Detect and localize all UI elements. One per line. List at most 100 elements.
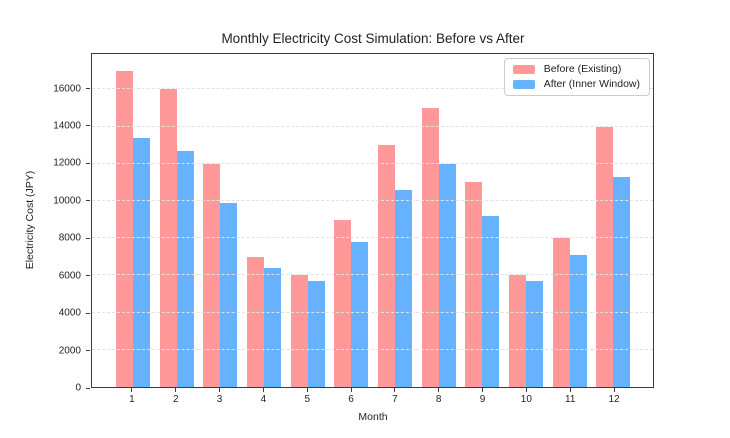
y-tick-label-14000: 14000 [53, 120, 81, 132]
y-tick-mark-4000 [86, 312, 90, 314]
bar-before-month-1 [115, 70, 133, 387]
x-tick-mark-11 [569, 388, 571, 392]
x-tick-mark-8 [438, 388, 440, 392]
x-tick-month-9: 9 [461, 388, 505, 405]
x-tick-label-10: 10 [520, 394, 532, 405]
y-tick-mark-0 [86, 387, 90, 389]
bar-group-month-2 [155, 54, 199, 387]
gridline-4000 [92, 311, 653, 313]
x-tick-label-12: 12 [608, 394, 620, 405]
bar-before-month-7 [377, 145, 395, 387]
x-tick-mark-1 [131, 388, 133, 392]
bar-after-month-12 [613, 176, 631, 387]
bar-before-month-10 [508, 275, 526, 387]
bar-before-month-9 [465, 182, 483, 387]
bar-group-month-11 [548, 54, 592, 387]
x-tick-label-4: 4 [260, 394, 267, 405]
x-tick-mark-5 [306, 388, 308, 392]
y-tick-label-8000: 8000 [58, 232, 81, 244]
plot-area [91, 53, 654, 388]
y-tick-label-16000: 16000 [53, 83, 81, 95]
bar-before-month-6 [334, 219, 352, 387]
gridline-12000 [92, 162, 653, 164]
x-tick-label-2: 2 [172, 394, 179, 405]
bar-group-month-7 [373, 54, 417, 387]
legend-label-after: After (Inner Window) [543, 78, 640, 90]
x-tick-month-4: 4 [241, 388, 285, 405]
gridline-8000 [92, 237, 653, 239]
x-tick-label-7: 7 [392, 394, 398, 405]
gridline-2000 [92, 348, 653, 350]
x-tick-month-8: 8 [417, 388, 461, 405]
gridline-10000 [92, 199, 653, 201]
bar-after-month-2 [176, 150, 194, 387]
y-tick-mark-16000 [86, 88, 90, 90]
x-tick-month-10: 10 [504, 388, 548, 405]
y-tick-mark-2000 [86, 350, 90, 352]
bar-after-month-5 [307, 280, 325, 387]
bar-after-month-7 [394, 189, 412, 387]
y-tick-label-2000: 2000 [58, 345, 81, 357]
bar-before-month-11 [552, 238, 570, 387]
x-tick-month-3: 3 [198, 388, 242, 405]
x-tick-label-1: 1 [129, 394, 135, 405]
x-axis-label: Month [358, 411, 388, 423]
x-tick-month-2: 2 [154, 388, 198, 405]
x-tick-label-8: 8 [435, 394, 442, 405]
bar-after-month-10 [525, 280, 543, 387]
x-tick-mark-6 [350, 388, 352, 392]
x-tick-mark-10 [525, 388, 527, 392]
x-tick-label-5: 5 [304, 394, 310, 405]
bar-group-month-10 [504, 54, 548, 387]
y-tick-mark-6000 [86, 275, 90, 277]
x-tick-mark-12 [613, 388, 615, 392]
chart-title: Monthly Electricity Cost Simulation: Bef… [221, 31, 525, 46]
legend-row-before: Before (Existing) [512, 63, 640, 76]
bar-group-month-5 [286, 54, 330, 387]
y-tick-label-10000: 10000 [53, 195, 81, 207]
x-tick-label-11: 11 [565, 394, 576, 405]
x-tick-label-6: 6 [348, 394, 354, 405]
bar-group-month-9 [460, 54, 504, 387]
x-tick-mark-9 [482, 388, 484, 392]
bar-group-month-6 [329, 54, 373, 387]
bar-before-month-8 [421, 107, 439, 387]
legend-swatch-after [512, 80, 535, 89]
gridline-6000 [92, 274, 653, 276]
x-tick-mark-7 [394, 388, 396, 392]
bar-group-month-1 [111, 54, 155, 387]
bar-after-month-4 [263, 267, 281, 387]
y-tick-mark-14000 [86, 125, 90, 127]
x-tick-month-5: 5 [285, 388, 329, 405]
bar-before-month-12 [596, 126, 614, 387]
y-tick-mark-10000 [86, 200, 90, 202]
bar-group-month-4 [242, 54, 286, 387]
y-tick-label-6000: 6000 [58, 270, 81, 282]
y-tick-mark-12000 [86, 162, 90, 164]
y-axis: 0 2000 4000 6000 8000 10000 12000 14000 16000 [0, 53, 91, 394]
y-tick-label-4000: 4000 [58, 307, 81, 319]
bar-before-month-5 [290, 275, 308, 387]
bar-group-month-3 [198, 54, 242, 387]
bar-group-month-12 [591, 54, 635, 387]
x-tick-label-9: 9 [479, 394, 486, 405]
gridline-14000 [92, 125, 653, 127]
legend-label-before: Before (Existing) [543, 63, 622, 75]
legend-row-after: After (Inner Window) [512, 78, 640, 91]
bar-after-month-6 [351, 241, 369, 387]
legend: Before (Existing) After (Inner Window) [503, 58, 650, 96]
bar-before-month-4 [246, 256, 264, 387]
x-tick-month-1: 1 [110, 388, 154, 405]
y-tick-mark-8000 [86, 237, 90, 239]
x-tick-label-3: 3 [216, 394, 223, 405]
y-tick-label-12000: 12000 [53, 157, 81, 169]
x-axis: 1 2 3 4 5 6 7 8 9 10 11 12 [91, 388, 654, 405]
x-tick-mark-4 [262, 388, 264, 392]
bar-after-month-9 [482, 215, 500, 387]
bar-group-month-8 [417, 54, 461, 387]
x-tick-month-6: 6 [329, 388, 373, 405]
legend-swatch-before [512, 65, 535, 74]
x-tick-month-7: 7 [373, 388, 417, 405]
gridline-16000 [92, 88, 653, 90]
